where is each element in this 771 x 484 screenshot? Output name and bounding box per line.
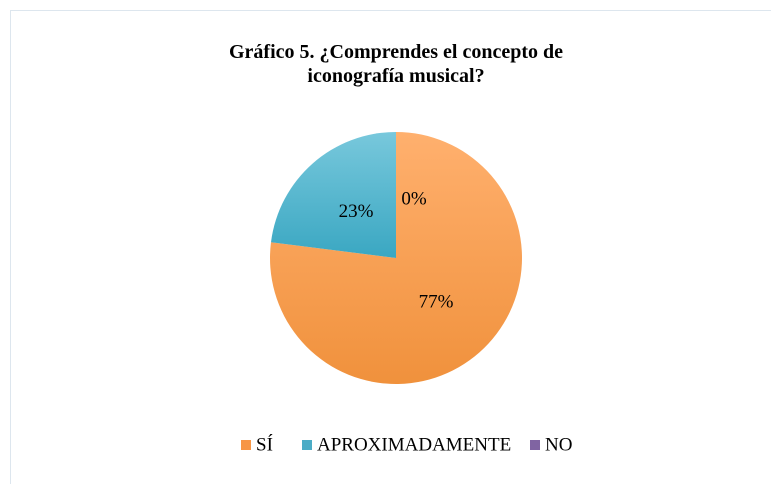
chart-title: Gráfico 5. ¿Comprendes el concepto de ic… [228, 41, 564, 87]
data-label: 23% [339, 201, 374, 222]
data-label: 0% [401, 188, 427, 209]
legend-swatch [530, 440, 540, 450]
legend-label: NO [545, 434, 572, 455]
legend-label: APROXIMADAMENTE [317, 434, 511, 455]
pie-slice [270, 132, 523, 384]
legend-label: SÍ [256, 433, 273, 455]
pie-slice [270, 132, 396, 258]
data-label: 77% [419, 292, 454, 313]
legend-swatch [241, 440, 251, 450]
frame [10, 10, 771, 484]
legend-swatch [302, 440, 312, 450]
